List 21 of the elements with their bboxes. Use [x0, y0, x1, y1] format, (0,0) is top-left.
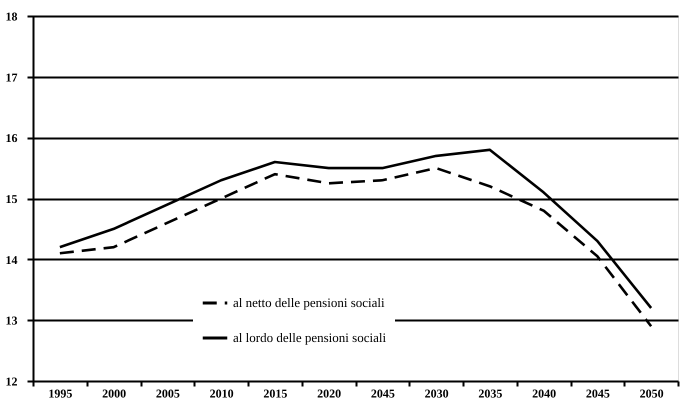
y-tick-label: 18: [6, 10, 18, 24]
x-tick-label: 2045: [370, 386, 395, 400]
y-tick-label: 14: [6, 252, 18, 267]
x-tick-label: 2040: [532, 386, 556, 400]
legend-label: al netto delle pensioni sociali: [233, 295, 386, 310]
x-tick-label: 2010: [210, 386, 234, 400]
y-tick-label: 12: [6, 374, 18, 388]
x-tick-label: 2005: [156, 386, 180, 400]
y-tick-label: 15: [6, 192, 18, 206]
x-tick-label: 2035: [478, 386, 502, 400]
x-tick-label: 2020: [317, 386, 342, 400]
x-tick-label: 2050: [640, 386, 664, 400]
x-tick-label: 2045: [586, 386, 610, 400]
y-tick-label: 17: [6, 70, 18, 84]
x-tick-label: 2030: [424, 386, 449, 400]
y-tick-label: 16: [6, 131, 18, 146]
x-tick-label: 1995: [48, 386, 72, 400]
y-tick-label: 13: [6, 314, 18, 328]
x-tick-label: 2015: [263, 386, 288, 400]
x-tick-label: 2000: [102, 386, 126, 400]
legend-label: al lordo delle pensioni sociali: [233, 330, 386, 345]
